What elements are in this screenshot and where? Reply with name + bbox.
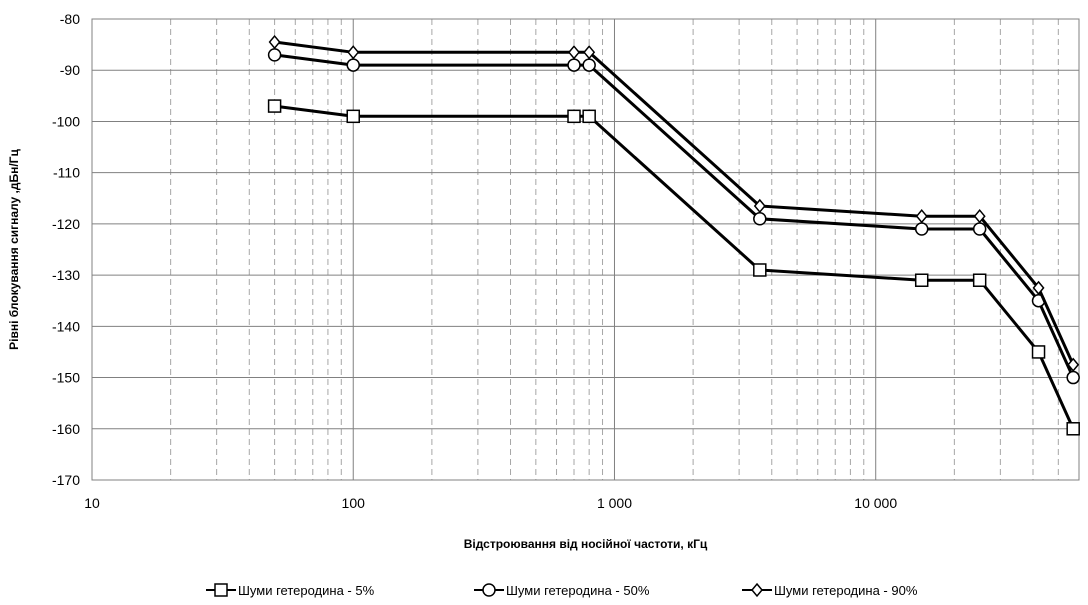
circle-marker bbox=[972, 222, 987, 236]
tick-labels: -80-90-100-110-120-130-140-150-160-17010… bbox=[52, 11, 897, 511]
y-tick-label: -110 bbox=[53, 165, 80, 181]
x-axis-title: Відстроювання від носійної частоти, кГц bbox=[464, 537, 708, 551]
circle-marker bbox=[753, 212, 767, 226]
y-tick-label: -130 bbox=[52, 267, 80, 283]
plot-area bbox=[91, 18, 1080, 481]
series-diamond bbox=[268, 34, 1080, 372]
y-tick-label: -100 bbox=[52, 113, 80, 129]
y-tick-label: -140 bbox=[52, 318, 80, 334]
y-tick-label: -160 bbox=[52, 421, 80, 437]
diamond-marker bbox=[973, 209, 986, 224]
series-line bbox=[274, 104, 1075, 430]
x-tick-label: 10 000 bbox=[854, 495, 897, 511]
y-tick-label: -170 bbox=[52, 472, 80, 488]
diamond-marker bbox=[1067, 357, 1080, 372]
circle-marker bbox=[914, 222, 929, 236]
series-line bbox=[274, 40, 1075, 366]
square-marker bbox=[214, 583, 228, 597]
circle-marker bbox=[1066, 370, 1080, 385]
x-tick-label: 100 bbox=[342, 495, 366, 511]
circle-marker bbox=[267, 48, 282, 62]
circle-marker bbox=[346, 58, 360, 72]
square-marker bbox=[914, 273, 929, 287]
diamond-marker bbox=[268, 34, 281, 50]
diamond-marker bbox=[751, 582, 763, 598]
diamond-marker bbox=[753, 198, 766, 214]
square-marker bbox=[753, 263, 767, 277]
x-tick-label: 10 bbox=[84, 495, 100, 511]
square-marker bbox=[567, 109, 581, 124]
grid bbox=[91, 18, 1079, 481]
square-marker bbox=[972, 273, 987, 287]
legend-item: Шуми гетеродина - 5% bbox=[206, 583, 375, 598]
legend-label: Шуми гетеродина - 90% bbox=[774, 583, 918, 598]
legend-label: Шуми гетеродина - 5% bbox=[238, 583, 375, 598]
circle-marker bbox=[582, 58, 596, 72]
square-marker bbox=[267, 99, 282, 113]
circle-marker bbox=[482, 583, 496, 597]
square-marker bbox=[1031, 345, 1046, 359]
legend: Шуми гетеродина - 5% Шуми гетеродина - 50… bbox=[206, 582, 918, 598]
diamond-marker bbox=[915, 209, 928, 224]
circle-marker bbox=[567, 58, 581, 72]
legend-item: Шуми гетеродина - 50% bbox=[474, 583, 650, 598]
legend-label: Шуми гетеродина - 50% bbox=[506, 583, 650, 598]
series-group bbox=[267, 34, 1080, 436]
diamond-marker bbox=[1032, 280, 1045, 296]
square-marker bbox=[346, 109, 360, 124]
square-marker bbox=[582, 109, 596, 124]
x-tick-label: 1 000 bbox=[597, 495, 632, 511]
y-tick-label: -90 bbox=[60, 62, 80, 78]
diamond-marker bbox=[583, 45, 596, 60]
y-tick-label: -80 bbox=[60, 11, 80, 27]
diamond-marker bbox=[568, 45, 580, 60]
series-square bbox=[267, 99, 1080, 436]
square-marker bbox=[1066, 422, 1080, 436]
y-tick-label: -150 bbox=[52, 370, 80, 386]
y-tick-label: -120 bbox=[52, 216, 80, 232]
y-axis-title: Рівні блокування сигналу ,дБн/Гц bbox=[7, 149, 21, 350]
legend-item: Шуми гетеродина - 90% bbox=[742, 582, 918, 598]
diamond-marker bbox=[347, 45, 360, 60]
